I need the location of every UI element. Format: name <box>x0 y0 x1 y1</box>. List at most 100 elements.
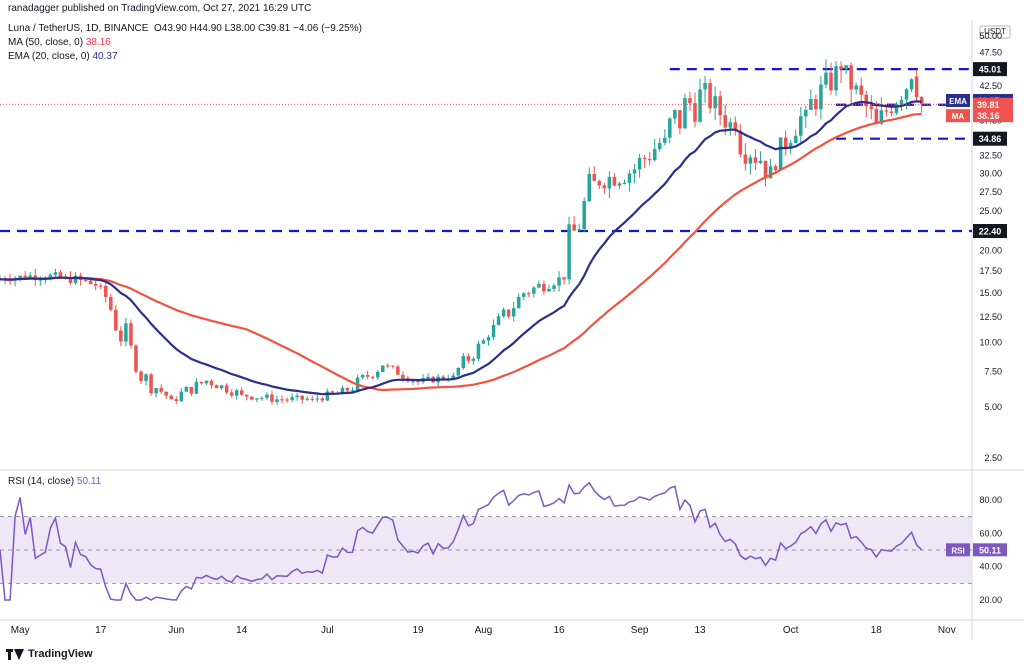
candle-body <box>375 371 380 378</box>
candle-body <box>652 148 657 161</box>
rsi-tick-label: 60.00 <box>979 528 1002 538</box>
candle-body <box>265 394 269 398</box>
tradingview-logo[interactable]: TradingView <box>6 648 93 660</box>
candle-body <box>542 283 546 292</box>
candle-body <box>260 397 264 399</box>
candle-body <box>904 89 909 100</box>
candle-body <box>894 104 899 113</box>
candle-body <box>340 387 345 393</box>
candle-body <box>527 293 531 295</box>
indicator-tag <box>946 109 970 123</box>
symbol-label: Luna / TetherUS, 1D, BINANCE <box>8 23 149 34</box>
candle-body <box>426 376 430 379</box>
candle-body <box>708 83 712 109</box>
candle-body <box>532 287 536 294</box>
candle-body <box>481 340 486 344</box>
candle-body <box>53 272 58 275</box>
candle-body <box>119 330 123 342</box>
candle-body <box>320 398 325 401</box>
rsi-legend[interactable]: RSI (14, close) 50.11 <box>8 476 101 487</box>
rsi-tick-label: 40.00 <box>979 562 1002 572</box>
candle-body <box>325 391 330 401</box>
currency-label: USDT <box>984 27 1006 36</box>
candle-body <box>441 376 445 379</box>
candle-body <box>411 381 415 383</box>
candle-body <box>401 374 405 379</box>
candle-body <box>783 137 788 149</box>
time-tick-label: Sep <box>631 625 649 636</box>
candle-body <box>713 96 717 109</box>
candle-body <box>506 309 511 317</box>
candle-body <box>114 309 118 331</box>
rsi-tag <box>946 543 970 557</box>
candle-body <box>129 323 133 346</box>
indicator-tag-label: EMA <box>949 97 967 106</box>
candle-body <box>793 135 798 144</box>
indicator-tag <box>946 93 970 107</box>
candle-body <box>552 285 556 290</box>
candle-body <box>496 316 501 325</box>
ema-legend[interactable]: EMA (20, close, 0) 40.37 <box>8 51 118 62</box>
candle-body <box>799 116 803 136</box>
time-tick-label: 17 <box>95 625 107 636</box>
publisher-line: ranadagger published on TradingView.com,… <box>8 3 312 14</box>
candle-body <box>471 358 476 361</box>
candle-body <box>859 85 863 95</box>
price-tick-label: 32.50 <box>979 150 1002 160</box>
candle-body <box>879 110 884 124</box>
candle-body <box>38 279 43 281</box>
candle-body <box>778 137 783 171</box>
candle-body <box>567 224 571 280</box>
candle-body <box>819 84 823 110</box>
candle-body <box>587 174 592 202</box>
candle-body <box>93 284 98 286</box>
candle-body <box>516 296 521 309</box>
candle-body <box>179 391 184 402</box>
candle-body <box>295 395 299 398</box>
price-tick-label: 12.50 <box>979 312 1002 322</box>
time-tick-label: Oct <box>783 625 799 636</box>
candle-body <box>330 391 335 393</box>
candle-body <box>174 399 179 402</box>
candle-body <box>743 154 748 164</box>
candle-body <box>370 376 375 378</box>
candle-body <box>889 111 894 113</box>
candle-body <box>98 285 103 287</box>
candle-body <box>839 66 843 70</box>
candle-body <box>103 286 108 297</box>
candle-body <box>723 115 727 128</box>
candle-body <box>380 365 385 372</box>
candle-body <box>290 397 294 400</box>
candle-body <box>28 275 32 278</box>
candle-body <box>678 110 682 129</box>
candle-body <box>788 143 793 149</box>
price-tick-label: 20.00 <box>979 245 1002 255</box>
candle-body <box>154 388 158 394</box>
candle-body <box>738 130 743 155</box>
candle-body <box>229 392 234 396</box>
rsi-value-label: 50.11 <box>979 545 1001 555</box>
candle-body <box>758 160 763 163</box>
candle-body <box>360 374 365 378</box>
tradingview-brand-label: TradingView <box>28 648 93 660</box>
tradingview-logo-icon <box>6 648 24 660</box>
ma-legend[interactable]: MA (50, close, 0) 38.16 <box>8 37 111 48</box>
candle-body <box>219 385 224 389</box>
candle-body <box>461 356 466 369</box>
rsi-line <box>0 481 923 601</box>
candle-body <box>73 275 78 284</box>
time-tick-label: Jun <box>168 625 184 636</box>
candle-body <box>592 174 597 181</box>
candle-body <box>753 157 758 163</box>
candle-body <box>829 72 833 91</box>
candle-body <box>864 94 869 107</box>
price-tick-label: 2.50 <box>984 453 1002 463</box>
candle-body <box>663 137 667 143</box>
candle-body <box>642 157 647 160</box>
candle-body <box>184 386 189 392</box>
candle-body <box>511 308 516 317</box>
candle-body <box>522 293 526 297</box>
level-price-label: 45.01 <box>979 65 1002 75</box>
candle-body <box>109 296 113 310</box>
